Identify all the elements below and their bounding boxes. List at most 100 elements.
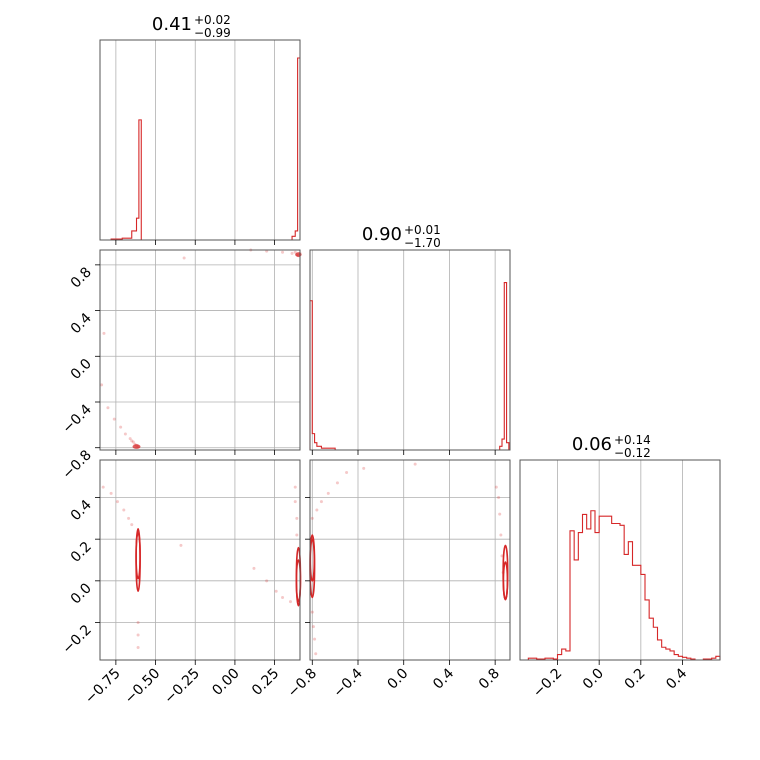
sample-point: [293, 500, 297, 504]
histogram-panel-1: 0.41 +0.02−0.99: [99, 13, 301, 245]
x-tick-label: 0.0: [580, 666, 607, 693]
sample-point: [281, 250, 285, 254]
sample-point: [106, 406, 110, 410]
sample-point: [290, 251, 294, 255]
density-core: [132, 444, 141, 449]
y-tick-label: 0.0: [68, 356, 95, 383]
sample-point: [288, 600, 292, 604]
density-contour: [502, 561, 509, 601]
x-tick-label: −0.8: [285, 666, 320, 701]
sample-point: [326, 491, 330, 495]
sample-point: [182, 256, 186, 260]
param-title-value: 0.90: [362, 224, 402, 245]
histogram-panel-2: 0.90 +0.01−1.70: [309, 223, 511, 455]
sample-point: [310, 516, 314, 520]
param-title-lower: −0.99: [194, 26, 231, 40]
sample-point: [122, 508, 126, 512]
scatter-panel-2-3: −0.8 −0.4 0.0 0.4 0.8: [285, 459, 511, 701]
sample-point: [494, 485, 498, 489]
axes-frame: [309, 459, 511, 661]
axes-frame: [99, 39, 301, 241]
param-title-value: 0.41: [152, 14, 192, 35]
y-tick-label: −0.4: [59, 401, 94, 436]
y-tick-label: 0.8: [68, 264, 95, 291]
sample-point: [136, 621, 140, 624]
sample-point: [112, 417, 116, 421]
x-tick-label: 0.2: [622, 666, 649, 693]
sample-point: [499, 533, 503, 537]
x-tick-label: 0.8: [476, 666, 503, 693]
axes-frame: [99, 459, 301, 661]
y-tick-label: 0.4: [68, 497, 95, 524]
sample-point: [274, 589, 278, 593]
scatter-panel-1-3: −0.75−0.50−0.25 0.00 0.25 −0.2 0.0 0.2 0.4: [59, 459, 302, 708]
sample-point: [345, 471, 349, 474]
sample-point: [295, 516, 299, 520]
sample-point: [295, 533, 299, 537]
sample-point: [315, 508, 319, 512]
sample-point: [128, 437, 132, 441]
sample-point: [313, 637, 317, 641]
y-tick-label: 0.0: [68, 580, 95, 607]
x-tick-label: −0.75: [82, 666, 124, 708]
sample-point: [123, 432, 127, 436]
sample-point: [136, 633, 140, 637]
sample-point: [319, 500, 323, 504]
sample-point: [109, 491, 113, 495]
param-title-value: 0.06: [572, 434, 612, 455]
axes-frame: [309, 249, 511, 451]
y-tick-label: 0.2: [68, 539, 95, 566]
sample-point: [335, 481, 339, 485]
sample-point: [362, 466, 366, 470]
param-title-upper: +0.01: [404, 223, 441, 237]
scatter-panel-1-2: −0.8 −0.4 0.0 0.4 0.8: [59, 248, 302, 483]
axes-frame: [99, 249, 301, 451]
x-tick-label: 0.4: [430, 665, 457, 692]
param-title-lower: −0.12: [614, 446, 651, 460]
sample-point: [130, 523, 134, 527]
axes-frame: [519, 459, 721, 661]
sample-point: [127, 516, 131, 520]
density-core: [295, 252, 302, 257]
sample-point: [119, 425, 123, 429]
sample-point: [130, 439, 134, 443]
sample-point: [311, 625, 315, 629]
x-tick-label: −0.50: [122, 666, 164, 708]
x-tick-label: −0.25: [161, 666, 203, 708]
sample-point: [310, 610, 314, 614]
sample-point: [265, 579, 269, 583]
sample-point: [498, 512, 502, 516]
sample-point: [413, 462, 417, 466]
sample-point: [314, 652, 318, 656]
sample-point: [293, 485, 297, 489]
param-title-upper: +0.14: [614, 433, 651, 447]
x-tick-label: 0.00: [209, 666, 242, 699]
y-tick-label: −0.2: [59, 622, 94, 657]
histogram-steps: [520, 510, 721, 661]
histogram-panel-3: −0.2 0.0 0.2 0.4 0.06 +0.14−0.12: [519, 433, 721, 701]
sample-point: [101, 485, 105, 489]
x-tick-label: 0.25: [249, 666, 282, 699]
x-tick-label: −0.2: [530, 666, 565, 701]
sample-point: [115, 500, 119, 504]
param-title-upper: +0.02: [194, 13, 231, 27]
y-tick-label: 0.4: [68, 310, 95, 337]
x-tick-label: 0.4: [663, 665, 690, 692]
sample-point: [281, 596, 285, 599]
sample-point: [293, 250, 297, 254]
sample-point: [179, 543, 183, 547]
sample-point: [136, 646, 140, 649]
sample-point: [100, 383, 104, 387]
param-title-lower: −1.70: [404, 236, 441, 250]
x-tick-label: 0.0: [384, 666, 411, 693]
sample-point: [131, 440, 135, 444]
histogram-steps: [309, 282, 510, 451]
x-tick-label: −0.4: [330, 665, 365, 700]
histogram-steps: [100, 57, 300, 241]
sample-point: [102, 331, 106, 335]
y-tick-label: −0.8: [59, 447, 94, 482]
sample-point: [252, 566, 256, 570]
sample-point: [497, 496, 501, 499]
density-contour: [135, 532, 141, 580]
